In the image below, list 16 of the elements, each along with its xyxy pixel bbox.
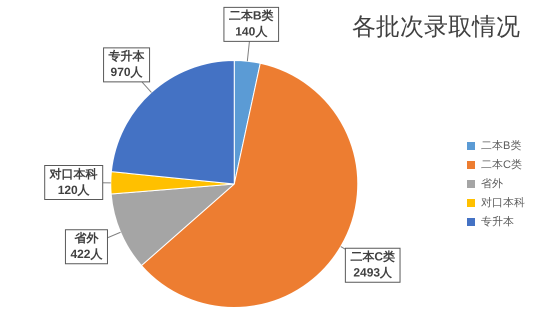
- legend-label: 二本B类: [481, 139, 522, 152]
- legend-label: 专升本: [481, 215, 514, 228]
- legend-label: 二本C类: [481, 158, 522, 172]
- data-label: 2493人: [353, 266, 394, 280]
- legend-label: 省外: [481, 177, 503, 190]
- legend-label: 对口本科: [481, 196, 525, 210]
- data-label: 120人: [58, 182, 91, 197]
- slice-label: 二本B类: [228, 8, 274, 23]
- slice-label: 省外: [73, 231, 100, 246]
- data-label: 970人: [110, 65, 144, 80]
- slice-label: 专升本: [108, 49, 146, 64]
- data-label: 140人: [235, 24, 268, 39]
- slice-label: 二本C类: [350, 250, 396, 264]
- chart-title: 各批次录取情况: [352, 14, 520, 41]
- slice-label: 对口本科: [48, 166, 98, 181]
- data-label: 422人: [70, 247, 104, 262]
